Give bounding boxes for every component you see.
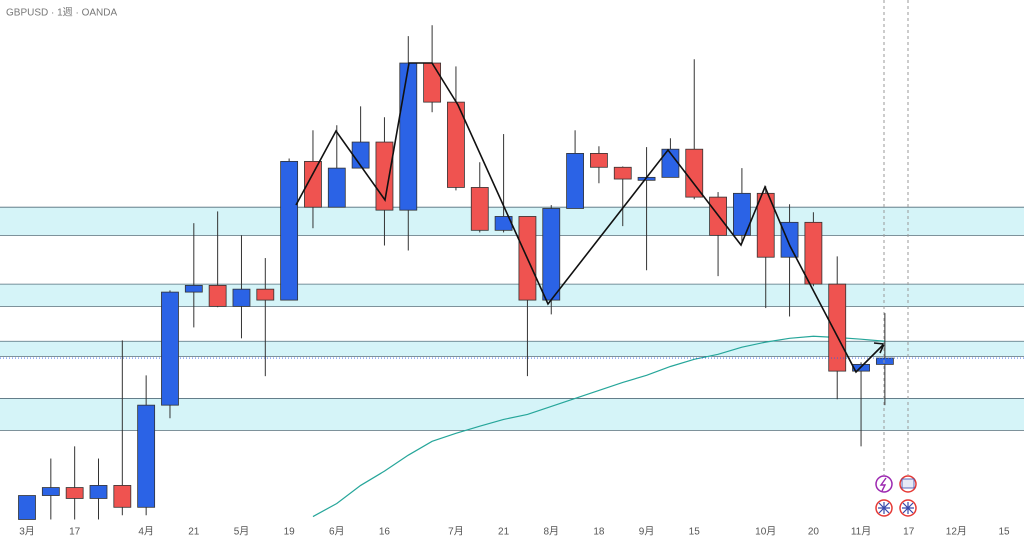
x-tick-label: 15: [998, 527, 1010, 538]
x-tick-label: 5月: [234, 526, 250, 538]
x-tick-label: 18: [593, 527, 605, 538]
candle-body: [161, 291, 179, 406]
moving-average: [312, 335, 885, 518]
candle-body: [828, 283, 847, 372]
candle-body: [280, 160, 299, 301]
candle-body: [304, 160, 322, 208]
candle-body: [875, 357, 894, 365]
candle-body: [566, 153, 584, 209]
candle-body: [208, 284, 227, 307]
x-tick-label: 21: [188, 527, 200, 538]
x-tick-label: 7月: [448, 526, 464, 538]
candle-body: [113, 485, 132, 508]
candle-body: [399, 62, 418, 211]
candle-body: [756, 192, 775, 258]
x-tick-label: 16: [379, 527, 391, 538]
zone: [0, 341, 1024, 357]
x-tick-label: 3月: [19, 526, 35, 538]
candle-body: [351, 141, 370, 169]
x-tick-label: 17: [903, 527, 915, 538]
candle-body: [89, 485, 108, 499]
x-tick-label: 12月: [946, 526, 967, 538]
trend-drawing: [295, 62, 885, 374]
candle-body: [542, 208, 561, 301]
zone: [0, 284, 1024, 307]
x-tick-label: 4月: [138, 526, 154, 538]
x-tick-label: 10月: [755, 526, 776, 538]
x-tick-label: 19: [284, 527, 296, 538]
candle-body: [184, 284, 203, 293]
x-tick-label: 8月: [543, 526, 559, 538]
x-tick-label: 6月: [329, 526, 345, 538]
candle-body: [65, 487, 84, 499]
candle-body: [327, 167, 346, 208]
candle-body: [232, 288, 251, 307]
x-axis: 3月 17 4月 21 5月 19 6月 16 7月 21 8月 18 9月 15 10月 20 11月 17 12…: [19, 526, 1010, 538]
candle-body: [18, 495, 36, 520]
moving-average-line: [312, 335, 885, 518]
zones: [0, 206, 1024, 431]
x-tick-label: 17: [69, 527, 81, 538]
candle-body: [470, 187, 489, 231]
candle-body: [137, 404, 156, 508]
candle-body: [256, 288, 275, 301]
candle-body: [613, 166, 632, 180]
x-tick-label: 20: [808, 527, 820, 538]
x-tick-label: 9月: [639, 526, 655, 538]
candle-body: [590, 153, 608, 168]
x-tick-label: 15: [689, 527, 701, 538]
candle-body: [733, 192, 751, 236]
candle-body: [41, 487, 60, 496]
candle-body: [685, 148, 704, 198]
candle-body: [780, 221, 799, 258]
candle-body: [423, 62, 442, 103]
chart-title: GBPUSD · 1週 · OANDA: [6, 7, 117, 19]
x-tick-label: 21: [498, 527, 510, 538]
candle-body: [804, 221, 823, 285]
x-tick-label: 11月: [851, 526, 871, 538]
event-icons: [875, 475, 917, 517]
candles: [0, 25, 1024, 520]
